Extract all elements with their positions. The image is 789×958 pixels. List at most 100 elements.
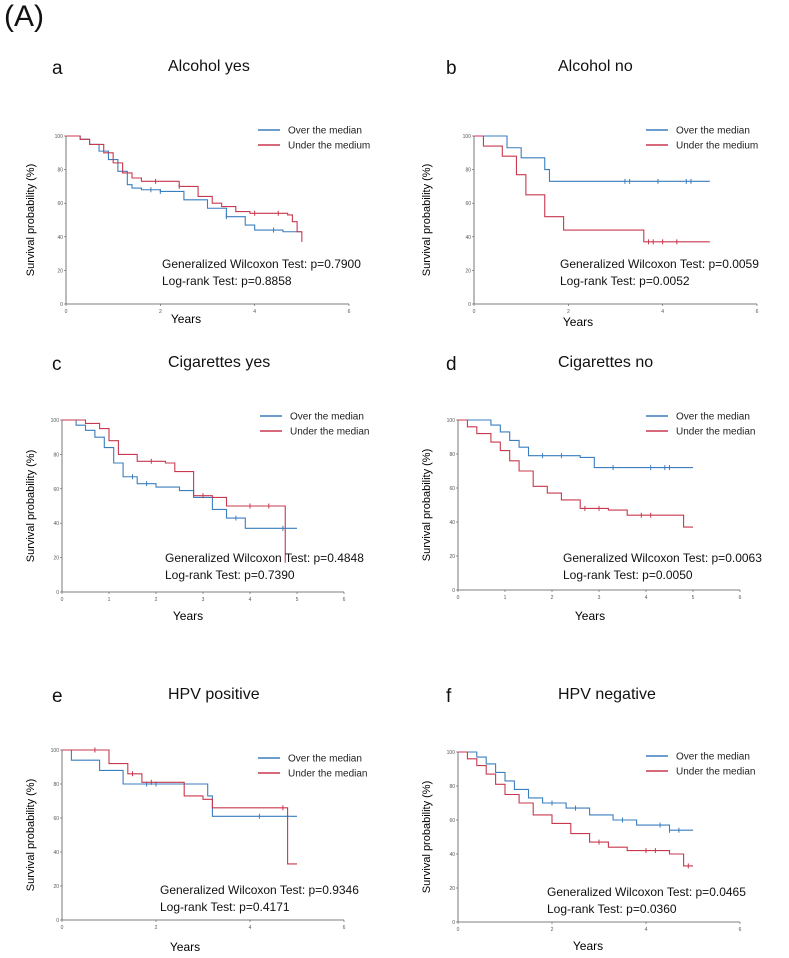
logrank-stat: Log-rank Test: p=0.7390 <box>165 568 295 582</box>
y-tick-label: 20 <box>53 884 59 890</box>
y-tick-label: 40 <box>57 235 63 241</box>
legend-label: Over the median <box>288 754 362 765</box>
series-line-over <box>62 749 297 817</box>
legend-label: Under the median <box>676 767 756 778</box>
y-tick-label: 40 <box>465 235 471 241</box>
x-axis-label: Years <box>563 315 593 329</box>
logrank-stat: Log-rank Test: p=0.0360 <box>547 902 677 916</box>
legend-label: Under the median <box>676 427 756 438</box>
y-tick-label: 80 <box>449 452 455 458</box>
wilcoxon-stat: Generalized Wilcoxon Test: p=0.7900 <box>162 257 361 271</box>
x-axis-label: Years <box>575 609 605 623</box>
series-line-under <box>474 135 710 243</box>
y-tick-label: 80 <box>53 782 59 788</box>
x-tick-label: 0 <box>457 927 460 933</box>
panel-c: c Cigarettes yes 0 20 40 60 80 100 0 1 2 3 4 5 6 Surv… <box>0 346 370 626</box>
x-tick-label: 2 <box>567 309 570 315</box>
stats-text: Generalized Wilcoxon Test: p=0.4848 Log-… <box>165 550 364 584</box>
x-tick-label: 6 <box>739 927 742 933</box>
legend-label: Under the median <box>290 427 370 438</box>
y-tick-label: 100 <box>463 134 472 140</box>
stats-text: Generalized Wilcoxon Test: p=0.0059 Log-… <box>560 256 759 290</box>
x-tick-label: 0 <box>61 925 64 931</box>
panel-a: a Alcohol yes 0 20 40 60 80 100 0 2 4 6 Survival p… <box>0 50 370 330</box>
panel-b: b Alcohol no 0 20 40 60 80 100 0 2 4 6 Survival pr… <box>400 50 760 330</box>
y-axis-label: Survival probability (%) <box>421 781 433 893</box>
y-tick-label: 60 <box>53 816 59 822</box>
x-tick-label: 2 <box>155 597 158 603</box>
legend-label: Over the median <box>676 752 750 763</box>
series-line-over <box>474 135 710 182</box>
survival-chart-b: 0 20 40 60 80 100 0 2 4 6 Survival probability (%)… <box>421 126 759 330</box>
series-line-over <box>458 419 693 469</box>
y-tick-label: 60 <box>449 818 455 824</box>
stats-text: Generalized Wilcoxon Test: p=0.9346 Log-… <box>160 882 359 916</box>
x-tick-label: 3 <box>202 597 205 603</box>
y-tick-label: 100 <box>55 134 64 140</box>
panel-f: f HPV negative 0 20 40 60 80 100 0 2 4 6 Survival … <box>400 678 760 958</box>
x-tick-label: 2 <box>155 925 158 931</box>
wilcoxon-stat: Generalized Wilcoxon Test: p=0.0063 <box>563 551 762 565</box>
y-tick-label: 0 <box>56 590 59 596</box>
y-tick-label: 60 <box>57 201 63 207</box>
y-tick-label: 80 <box>53 452 59 458</box>
figure-label: (A) <box>4 0 44 33</box>
wilcoxon-stat: Generalized Wilcoxon Test: p=0.0059 <box>560 257 759 271</box>
y-tick-label: 100 <box>51 418 60 424</box>
panel-d: d Cigarettes no 0 20 40 60 80 100 0 1 2 3 4 5 6 Survi… <box>400 346 762 626</box>
panel-letter: a <box>52 58 63 79</box>
y-tick-label: 60 <box>53 487 59 493</box>
survival-chart-d: 0 20 40 60 80 100 0 1 2 3 4 5 6 Survival probability … <box>421 412 756 624</box>
x-tick-label: 5 <box>692 595 695 601</box>
legend-label: Over the median <box>290 412 364 423</box>
legend-label: Under the median <box>288 769 368 780</box>
x-tick-label: 6 <box>756 309 759 315</box>
y-tick-label: 100 <box>447 418 456 424</box>
panel-title: Cigarettes yes <box>168 354 271 371</box>
x-tick-label: 4 <box>645 595 648 601</box>
x-axis-label: Years <box>173 609 203 623</box>
panel-title: HPV negative <box>558 686 656 703</box>
panel-letter: e <box>52 686 63 707</box>
legend-label: Over the median <box>676 126 750 137</box>
x-axis-label: Years <box>573 939 603 953</box>
wilcoxon-stat: Generalized Wilcoxon Test: p=0.4848 <box>165 551 364 565</box>
series-line-under <box>62 749 297 865</box>
y-tick-label: 0 <box>60 302 63 308</box>
x-tick-label: 4 <box>661 309 664 315</box>
y-tick-label: 0 <box>452 920 455 926</box>
y-tick-label: 40 <box>449 520 455 526</box>
x-tick-label: 5 <box>296 597 299 603</box>
y-axis-label: Survival probability (%) <box>421 449 433 561</box>
panel-title: Cigarettes no <box>558 354 654 371</box>
panel-e: e HPV positive 0 20 40 60 80 100 0 2 4 6 Survival … <box>0 678 368 958</box>
legend-label: Under the medium <box>288 141 370 152</box>
x-tick-label: 6 <box>739 595 742 601</box>
panel-letter: c <box>52 354 62 375</box>
y-tick-label: 20 <box>465 268 471 274</box>
panel-letter: d <box>446 354 457 375</box>
x-tick-label: 6 <box>343 597 346 603</box>
panel-title: Alcohol yes <box>168 58 250 75</box>
survival-chart-e: 0 20 40 60 80 100 0 2 4 6 Survival probability (%)… <box>25 747 368 954</box>
y-tick-label: 80 <box>57 168 63 174</box>
logrank-stat: Log-rank Test: p=0.0052 <box>560 274 690 288</box>
x-tick-label: 6 <box>343 925 346 931</box>
x-axis-label: Years <box>171 312 201 326</box>
survival-chart-c: 0 20 40 60 80 100 0 1 2 3 4 5 6 Survival probability … <box>25 412 370 624</box>
y-tick-label: 20 <box>57 268 63 274</box>
x-tick-label: 4 <box>249 597 252 603</box>
logrank-stat: Log-rank Test: p=0.4171 <box>160 900 290 914</box>
legend-label: Under the medium <box>676 141 758 152</box>
survival-chart-a: 0 20 40 60 80 100 0 2 4 6 Survival probability (%)… <box>25 126 370 327</box>
y-tick-label: 60 <box>465 201 471 207</box>
y-axis-label: Survival probability (%) <box>25 779 37 891</box>
y-tick-label: 80 <box>449 784 455 790</box>
x-tick-label: 4 <box>645 927 648 933</box>
logrank-stat: Log-rank Test: p=0.0050 <box>563 568 693 582</box>
x-tick-label: 0 <box>473 309 476 315</box>
y-tick-label: 80 <box>465 168 471 174</box>
stats-text: Generalized Wilcoxon Test: p=0.0063 Log-… <box>563 550 762 584</box>
y-tick-label: 40 <box>449 852 455 858</box>
x-tick-label: 1 <box>108 597 111 603</box>
